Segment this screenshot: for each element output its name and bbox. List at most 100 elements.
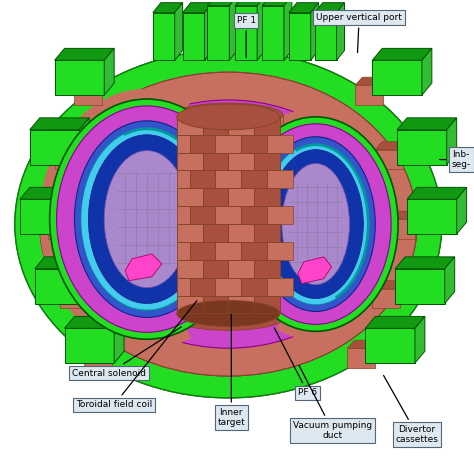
Ellipse shape (61, 110, 233, 328)
Ellipse shape (40, 72, 417, 376)
Bar (350, 286, 368, 298)
Bar (367, 247, 385, 259)
Ellipse shape (15, 50, 442, 398)
Ellipse shape (240, 124, 391, 324)
Bar (254, 153, 280, 171)
Bar (48, 219, 75, 239)
Bar (215, 242, 241, 260)
Polygon shape (284, 0, 292, 60)
Bar (395, 269, 445, 303)
Text: Central solenoid: Central solenoid (72, 327, 182, 377)
Polygon shape (447, 118, 456, 164)
Polygon shape (298, 257, 332, 283)
Bar (241, 242, 267, 260)
Polygon shape (30, 118, 89, 130)
Ellipse shape (268, 150, 364, 299)
Bar (177, 296, 202, 313)
Bar (228, 188, 254, 206)
Ellipse shape (177, 104, 280, 130)
Bar (254, 224, 280, 242)
Polygon shape (20, 187, 80, 199)
Bar (177, 260, 202, 278)
Polygon shape (35, 257, 94, 269)
Bar (319, 131, 337, 143)
Bar (228, 153, 254, 171)
Polygon shape (445, 257, 455, 303)
Polygon shape (365, 317, 425, 328)
Bar (254, 117, 280, 135)
Bar (74, 85, 102, 105)
Ellipse shape (104, 151, 190, 288)
Bar (60, 289, 87, 309)
Bar (215, 206, 241, 224)
Bar (190, 242, 215, 260)
Bar (235, 6, 257, 60)
Bar (174, 115, 283, 319)
Bar (365, 328, 415, 363)
Polygon shape (208, 0, 237, 6)
Ellipse shape (88, 135, 206, 303)
Polygon shape (204, 3, 212, 60)
Ellipse shape (174, 307, 283, 330)
Bar (228, 117, 254, 135)
Polygon shape (298, 257, 332, 283)
Bar (372, 60, 422, 95)
Bar (267, 242, 293, 260)
Ellipse shape (15, 50, 442, 398)
Text: Inb-
seg-: Inb- seg- (439, 150, 471, 169)
Polygon shape (125, 254, 162, 281)
Text: Inner
target: Inner target (218, 314, 245, 428)
Ellipse shape (243, 127, 388, 321)
Bar (190, 206, 215, 224)
Ellipse shape (270, 152, 361, 297)
Ellipse shape (236, 120, 395, 328)
Bar (215, 171, 241, 188)
Polygon shape (422, 48, 432, 95)
Ellipse shape (56, 106, 237, 332)
Ellipse shape (50, 99, 244, 339)
Polygon shape (375, 142, 410, 150)
Bar (347, 348, 375, 368)
Bar (208, 6, 229, 60)
Bar (375, 150, 403, 170)
Polygon shape (257, 0, 265, 60)
Bar (202, 188, 228, 206)
Polygon shape (387, 211, 422, 219)
Polygon shape (84, 257, 94, 303)
Text: PF 1: PF 1 (237, 16, 256, 57)
Ellipse shape (91, 138, 203, 301)
Polygon shape (229, 0, 237, 60)
Bar (228, 224, 254, 242)
Bar (177, 117, 202, 135)
Bar (407, 199, 456, 234)
Ellipse shape (84, 132, 210, 307)
Bar (241, 278, 267, 296)
Ellipse shape (174, 103, 283, 127)
Ellipse shape (284, 165, 347, 283)
Bar (190, 135, 215, 153)
Ellipse shape (258, 140, 374, 309)
Polygon shape (415, 317, 425, 363)
Bar (228, 260, 254, 278)
Bar (177, 188, 202, 206)
Polygon shape (311, 3, 319, 60)
Ellipse shape (40, 72, 417, 376)
Bar (397, 130, 447, 164)
Bar (35, 269, 84, 303)
Bar (30, 130, 80, 164)
Polygon shape (80, 118, 89, 164)
Polygon shape (175, 3, 182, 60)
Bar (177, 153, 202, 171)
Polygon shape (407, 187, 466, 199)
Bar (267, 206, 293, 224)
Polygon shape (74, 77, 109, 85)
Bar (241, 171, 267, 188)
Polygon shape (235, 0, 265, 6)
Ellipse shape (77, 124, 217, 314)
Ellipse shape (265, 146, 366, 301)
Ellipse shape (53, 102, 241, 336)
Ellipse shape (107, 154, 187, 285)
Bar (20, 199, 70, 234)
Bar (65, 180, 85, 194)
Ellipse shape (74, 100, 382, 348)
